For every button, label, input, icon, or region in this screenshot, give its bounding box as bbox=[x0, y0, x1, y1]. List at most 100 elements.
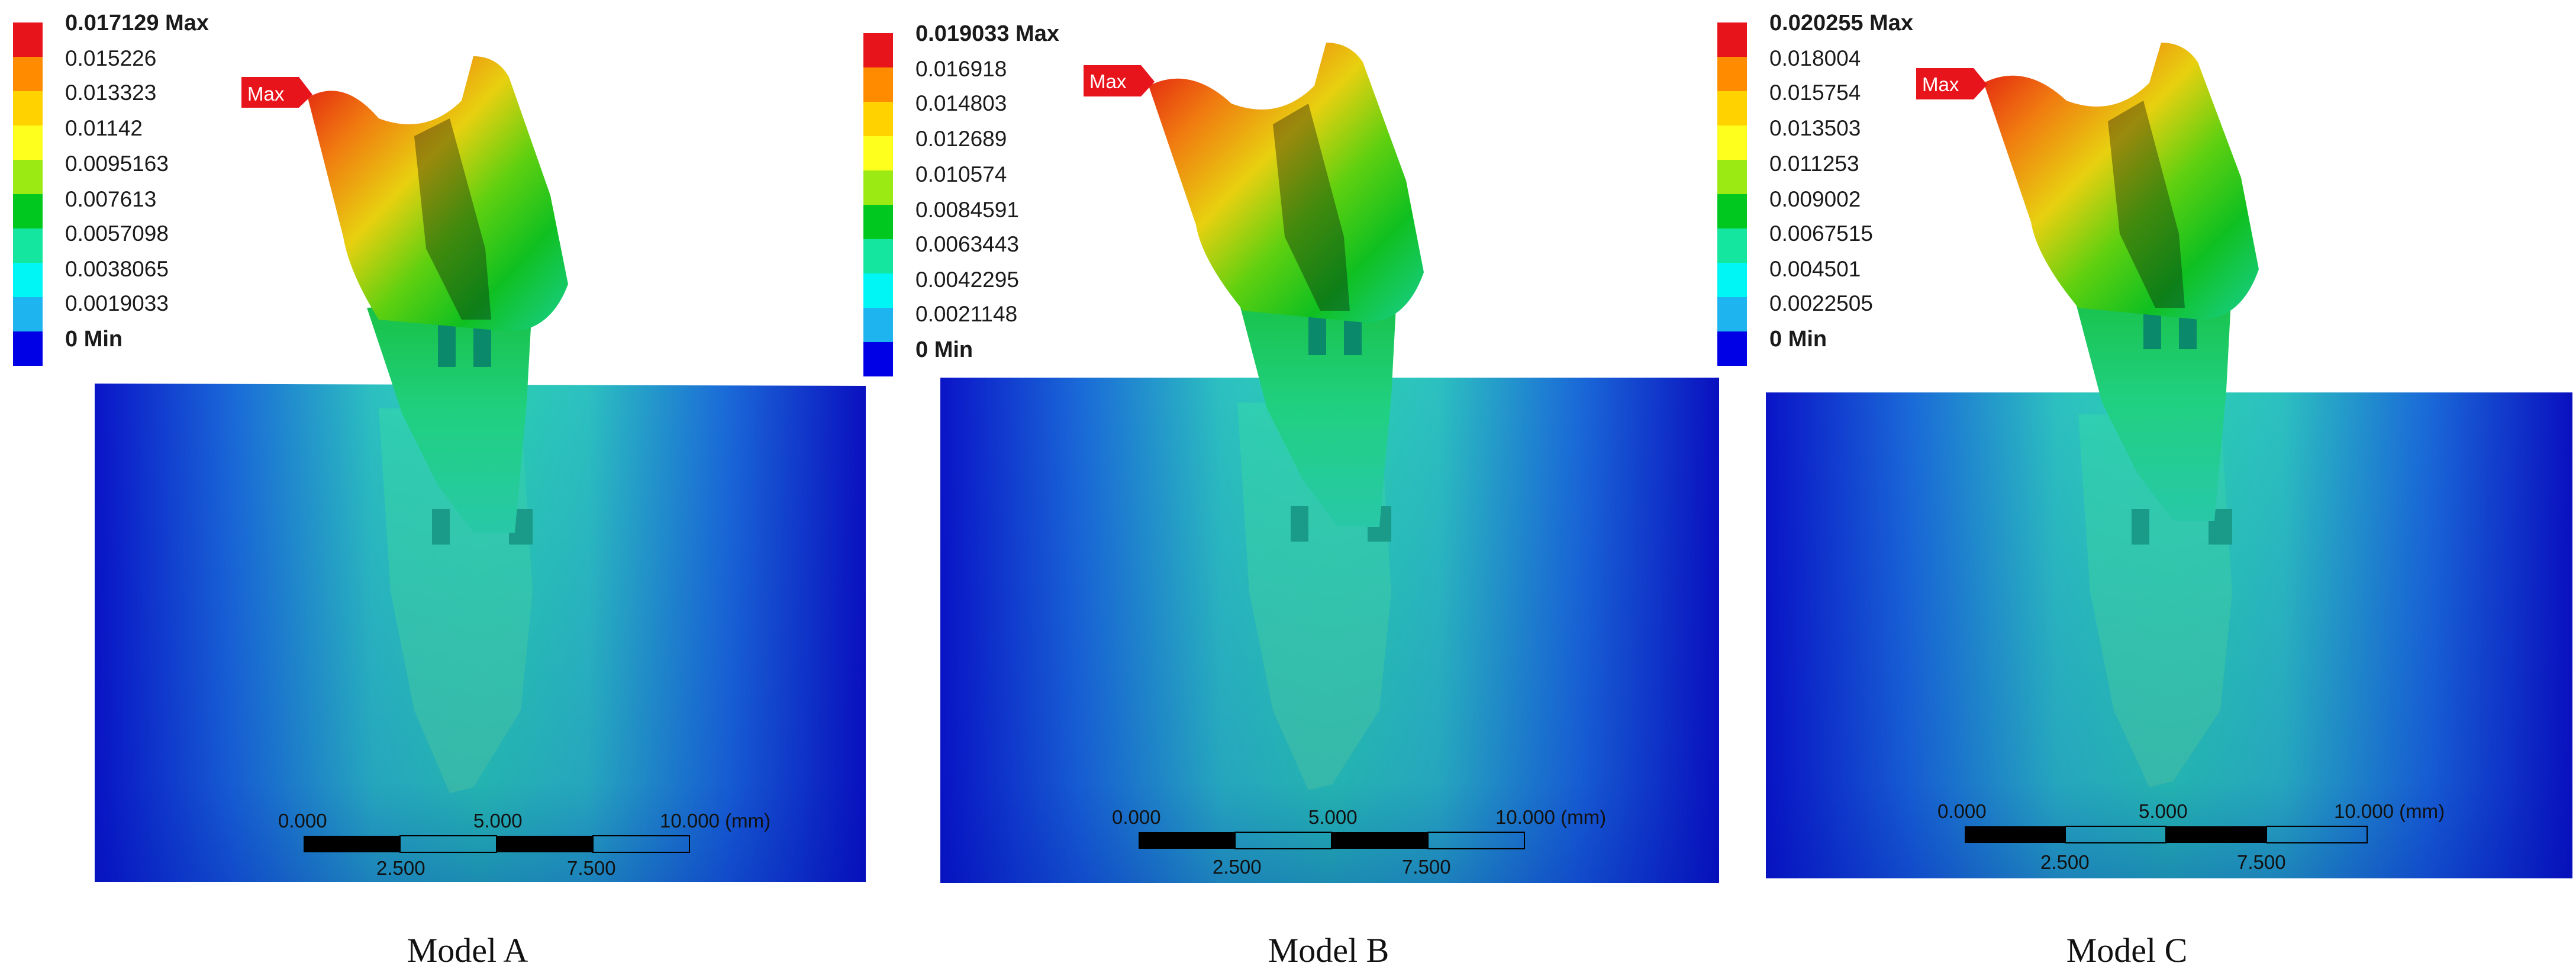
implant-thread bbox=[1291, 506, 1308, 542]
legend-min-label: 0 Min bbox=[915, 337, 973, 362]
legend-row bbox=[863, 170, 893, 205]
model-a-contour: Max 0.000 5.000 10.000 (mm) 2.500 7.500 bbox=[95, 56, 866, 882]
legend-swatch bbox=[863, 33, 893, 67]
legend-row bbox=[1717, 160, 1747, 194]
scale-tick-label: 10.000 (mm) bbox=[660, 810, 770, 832]
legend-row bbox=[13, 125, 43, 160]
legend-value: 0.013503 bbox=[1769, 116, 1861, 140]
legend-swatch bbox=[863, 205, 893, 239]
legend-swatch bbox=[13, 194, 43, 228]
crown bbox=[1984, 43, 2259, 320]
crown bbox=[1149, 43, 1424, 323]
legend-row bbox=[1717, 228, 1747, 263]
legend-row bbox=[863, 33, 893, 67]
scale-tick-label: 5.000 bbox=[1308, 806, 1358, 828]
legend-swatch bbox=[13, 57, 43, 91]
legend-max-label: 0.020255 Max bbox=[1769, 11, 1913, 36]
model-caption: Model A bbox=[407, 931, 528, 970]
legend-row bbox=[13, 22, 43, 57]
legend-row bbox=[13, 228, 43, 263]
scale-tick-label: 2.500 bbox=[1213, 856, 1262, 878]
scale-tick-label: 0.000 bbox=[1112, 806, 1161, 828]
scale-bar-segment bbox=[496, 836, 593, 852]
model-b-panel: Max 0.000 5.000 10.000 (mm) 2.500 7.500 … bbox=[859, 0, 1719, 979]
legend-value: 0.015754 bbox=[1769, 80, 1861, 105]
legend-swatch bbox=[13, 91, 43, 125]
model-caption: Model B bbox=[1268, 931, 1389, 970]
max-tag-label: Max bbox=[1089, 70, 1127, 92]
legend-swatch bbox=[1717, 160, 1747, 194]
scale-bar-segment bbox=[1139, 832, 1235, 849]
legend-row bbox=[1717, 297, 1747, 331]
legend-row bbox=[13, 263, 43, 297]
legend-value: 0.0084591 bbox=[915, 198, 1019, 222]
scale-tick-label: 5.000 bbox=[2139, 800, 2188, 822]
legend-value: 0.010574 bbox=[915, 162, 1007, 186]
scale-tick-label: 0.000 bbox=[278, 810, 327, 832]
legend-row bbox=[13, 57, 43, 91]
legend-value: 0.011253 bbox=[1769, 152, 1859, 176]
legend-value: 0.0042295 bbox=[915, 268, 1019, 292]
legend-swatch bbox=[13, 125, 43, 160]
legend-max-label: 0.019033 Max bbox=[915, 21, 1059, 46]
scale-bar-segment bbox=[1427, 832, 1525, 849]
legend-value: 0.012689 bbox=[915, 127, 1007, 151]
scale-tick-label: 10.000 (mm) bbox=[2334, 800, 2445, 822]
scale-bar-segment bbox=[304, 836, 400, 852]
legend-row bbox=[863, 342, 893, 376]
legend-row bbox=[1717, 263, 1747, 297]
legend-value: 0.018004 bbox=[1769, 46, 1861, 70]
legend-swatch bbox=[1717, 194, 1747, 228]
legend-swatch bbox=[1717, 91, 1747, 125]
crown-shadow bbox=[414, 118, 491, 320]
legend-value: 0.0038065 bbox=[65, 257, 169, 281]
legend-swatch bbox=[1717, 57, 1747, 91]
scale-tick-label: 5.000 bbox=[473, 810, 523, 832]
legend-swatch bbox=[13, 160, 43, 194]
legend-swatch bbox=[863, 342, 893, 376]
legend-swatch bbox=[13, 263, 43, 297]
max-tag-label: Max bbox=[247, 83, 285, 105]
legend-row bbox=[13, 194, 43, 228]
legend-swatch bbox=[863, 170, 893, 205]
legend-swatch bbox=[863, 102, 893, 136]
legend-row bbox=[863, 205, 893, 239]
scale-tick-label: 10.000 (mm) bbox=[1495, 806, 1606, 828]
legend-swatch bbox=[1717, 297, 1747, 331]
scale-tick-label: 7.500 bbox=[2237, 851, 2286, 873]
scale-tick-label: 0.000 bbox=[1937, 800, 1987, 822]
implant-thread bbox=[432, 509, 450, 545]
legend-value: 0.013323 bbox=[65, 80, 157, 105]
legend-row bbox=[863, 136, 893, 170]
legend-row bbox=[1717, 57, 1747, 91]
legend-value: 0.009002 bbox=[1769, 187, 1861, 211]
legend-swatch bbox=[13, 22, 43, 57]
legend-swatch bbox=[1717, 228, 1747, 263]
max-tag-shape bbox=[241, 77, 312, 108]
legend-value: 0.0021148 bbox=[915, 302, 1018, 326]
model-c-contour: Max 0.000 5.000 10.000 (mm) 2.500 7.500 bbox=[1766, 43, 2572, 878]
scale-bar: 0.000 5.000 10.000 (mm) 2.500 7.500 bbox=[1112, 806, 1606, 878]
model-caption: Model C bbox=[2066, 931, 2188, 970]
legend-value: 0.007613 bbox=[65, 187, 157, 211]
legend-row bbox=[1717, 125, 1747, 160]
scale-tick-label: 2.500 bbox=[2040, 851, 2090, 873]
legend-swatch bbox=[13, 228, 43, 263]
scale-bar-segment bbox=[2166, 826, 2267, 843]
legend-swatch bbox=[863, 67, 893, 102]
scale-tick-label: 7.500 bbox=[567, 857, 616, 879]
legend-swatch bbox=[863, 136, 893, 170]
legend-swatch bbox=[1717, 22, 1747, 57]
legend-row bbox=[863, 308, 893, 342]
legend-max-label: 0.017129 Max bbox=[65, 11, 209, 36]
scale-bar-segment bbox=[592, 835, 690, 853]
crown-shadow bbox=[1273, 104, 1350, 311]
legend-value: 0.016918 bbox=[915, 57, 1007, 81]
legend-row bbox=[13, 160, 43, 194]
legend-value: 0.0067515 bbox=[1769, 221, 1873, 246]
max-tag-label: Max bbox=[1922, 73, 1959, 95]
model-c-panel: Max 0.000 5.000 10.000 (mm) 2.500 7.500 … bbox=[1717, 0, 2576, 979]
scale-tick-label: 2.500 bbox=[376, 857, 425, 879]
legend-row bbox=[863, 239, 893, 273]
legend-row bbox=[863, 102, 893, 136]
